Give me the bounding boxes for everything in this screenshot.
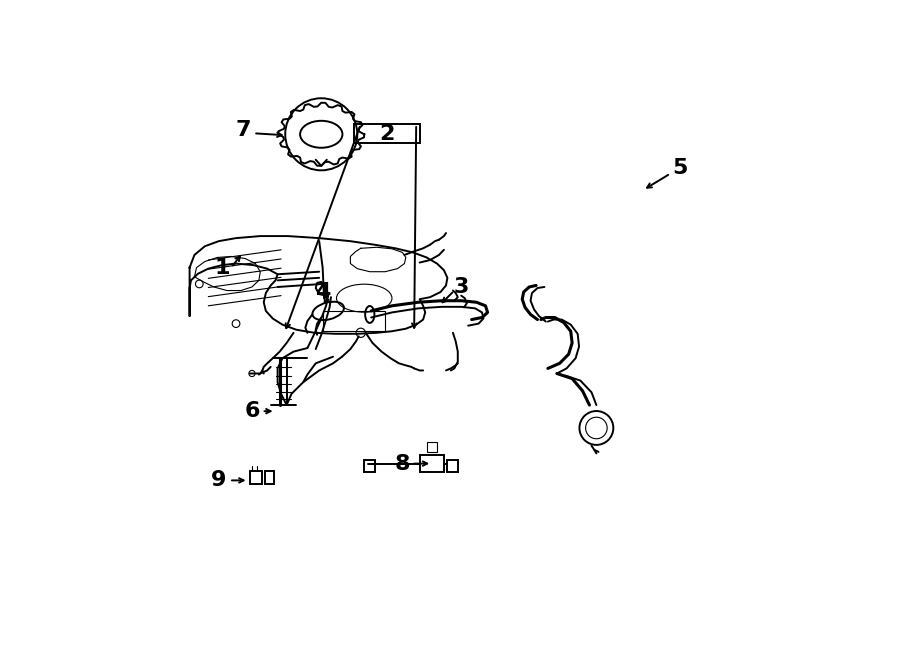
Text: 5: 5 xyxy=(672,159,688,178)
Text: 6: 6 xyxy=(244,401,260,421)
Text: 7: 7 xyxy=(235,120,251,140)
Bar xyxy=(427,442,437,453)
Text: 2: 2 xyxy=(380,124,395,144)
Text: 1: 1 xyxy=(214,258,230,278)
Bar xyxy=(447,460,458,473)
Text: 9: 9 xyxy=(211,471,227,490)
Bar xyxy=(250,471,262,484)
Bar xyxy=(364,460,375,473)
Text: 8: 8 xyxy=(394,453,410,473)
Bar xyxy=(419,455,445,472)
Text: 3: 3 xyxy=(454,277,469,297)
Bar xyxy=(354,124,419,143)
Text: 4: 4 xyxy=(315,282,330,302)
Bar xyxy=(322,311,385,331)
Bar xyxy=(266,471,274,484)
